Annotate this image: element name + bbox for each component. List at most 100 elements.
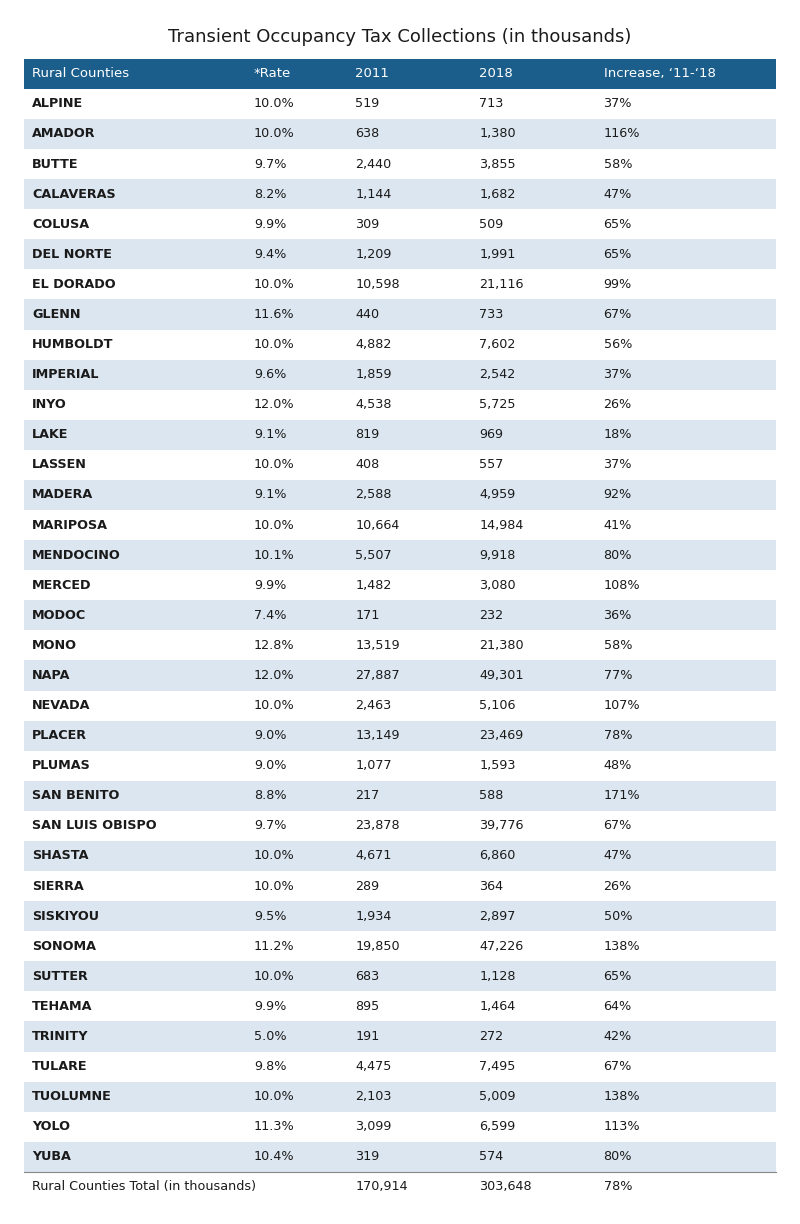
Text: 47%: 47% <box>603 187 632 201</box>
Text: MADERA: MADERA <box>32 488 94 502</box>
Text: 309: 309 <box>355 218 380 230</box>
Text: 4,959: 4,959 <box>479 488 516 502</box>
Text: 1,209: 1,209 <box>355 247 392 261</box>
Text: 11.6%: 11.6% <box>254 308 294 321</box>
Text: Transient Occupancy Tax Collections (in thousands): Transient Occupancy Tax Collections (in … <box>168 28 632 47</box>
Text: 683: 683 <box>355 969 380 983</box>
Text: IMPERIAL: IMPERIAL <box>32 368 99 381</box>
Text: Increase, ‘11-‘18: Increase, ‘11-‘18 <box>603 67 715 81</box>
Text: 588: 588 <box>479 789 504 802</box>
Text: EL DORADO: EL DORADO <box>32 278 116 291</box>
Text: 58%: 58% <box>603 158 632 170</box>
Text: 557: 557 <box>479 459 504 471</box>
Text: 10.0%: 10.0% <box>254 459 294 471</box>
Text: 10.0%: 10.0% <box>254 849 294 863</box>
Text: NAPA: NAPA <box>32 670 70 682</box>
Text: 232: 232 <box>479 608 503 622</box>
Text: 9.6%: 9.6% <box>254 368 286 381</box>
Text: 9.1%: 9.1% <box>254 488 286 502</box>
Text: 819: 819 <box>355 428 380 442</box>
Text: 108%: 108% <box>603 579 640 591</box>
Text: Rural Counties Total (in thousands): Rural Counties Total (in thousands) <box>32 1180 256 1193</box>
Text: 519: 519 <box>355 98 380 110</box>
Text: BUTTE: BUTTE <box>32 158 78 170</box>
Text: 56%: 56% <box>603 338 632 351</box>
Text: 191: 191 <box>355 1031 380 1043</box>
Text: SHASTA: SHASTA <box>32 849 89 863</box>
Text: MONO: MONO <box>32 639 77 652</box>
Text: 10,664: 10,664 <box>355 519 400 531</box>
Text: 26%: 26% <box>603 880 632 892</box>
Text: 9.9%: 9.9% <box>254 1000 286 1013</box>
Text: 509: 509 <box>479 218 504 230</box>
Text: 9.1%: 9.1% <box>254 428 286 442</box>
Text: 47%: 47% <box>603 849 632 863</box>
Text: ALPINE: ALPINE <box>32 98 83 110</box>
Text: 5,725: 5,725 <box>479 398 516 411</box>
Text: 116%: 116% <box>603 127 640 141</box>
Text: 138%: 138% <box>603 940 640 952</box>
Text: 13,149: 13,149 <box>355 730 400 742</box>
Text: 37%: 37% <box>603 368 632 381</box>
Text: 9.9%: 9.9% <box>254 579 286 591</box>
Text: 713: 713 <box>479 98 504 110</box>
Text: 9.8%: 9.8% <box>254 1060 286 1073</box>
Text: 9.7%: 9.7% <box>254 158 286 170</box>
Text: 27,887: 27,887 <box>355 670 400 682</box>
Text: MENDOCINO: MENDOCINO <box>32 548 121 562</box>
Text: 58%: 58% <box>603 639 632 652</box>
Text: 217: 217 <box>355 789 380 802</box>
Text: YOLO: YOLO <box>32 1120 70 1133</box>
Text: 2,440: 2,440 <box>355 158 392 170</box>
Text: 10.0%: 10.0% <box>254 880 294 892</box>
Text: 138%: 138% <box>603 1091 640 1103</box>
Text: TUOLUMNE: TUOLUMNE <box>32 1091 112 1103</box>
Text: 7.4%: 7.4% <box>254 608 286 622</box>
Text: 171%: 171% <box>603 789 640 802</box>
Text: 272: 272 <box>479 1031 503 1043</box>
Text: 10.0%: 10.0% <box>254 127 294 141</box>
Text: 1,682: 1,682 <box>479 187 516 201</box>
Text: 8.8%: 8.8% <box>254 789 286 802</box>
Text: 1,144: 1,144 <box>355 187 392 201</box>
Text: 65%: 65% <box>603 218 632 230</box>
Text: 1,934: 1,934 <box>355 909 392 923</box>
Text: 2011: 2011 <box>355 67 390 81</box>
Text: 2,588: 2,588 <box>355 488 392 502</box>
Text: 10.0%: 10.0% <box>254 278 294 291</box>
Text: 733: 733 <box>479 308 504 321</box>
Text: 1,593: 1,593 <box>479 759 516 772</box>
Text: YUBA: YUBA <box>32 1151 71 1163</box>
Text: 10.0%: 10.0% <box>254 338 294 351</box>
Text: 319: 319 <box>355 1151 380 1163</box>
Text: 3,099: 3,099 <box>355 1120 392 1133</box>
Text: SISKIYOU: SISKIYOU <box>32 909 99 923</box>
Text: 5.0%: 5.0% <box>254 1031 286 1043</box>
Text: 12.8%: 12.8% <box>254 639 294 652</box>
Text: 1,128: 1,128 <box>479 969 516 983</box>
Text: 2,897: 2,897 <box>479 909 516 923</box>
Text: 13,519: 13,519 <box>355 639 400 652</box>
Text: 18%: 18% <box>603 428 632 442</box>
Text: LAKE: LAKE <box>32 428 68 442</box>
Text: 37%: 37% <box>603 459 632 471</box>
Text: 8.2%: 8.2% <box>254 187 286 201</box>
Text: 171: 171 <box>355 608 380 622</box>
Text: TRINITY: TRINITY <box>32 1031 89 1043</box>
Text: 21,380: 21,380 <box>479 639 524 652</box>
Text: 19,850: 19,850 <box>355 940 400 952</box>
Text: 10.0%: 10.0% <box>254 1091 294 1103</box>
Text: LASSEN: LASSEN <box>32 459 87 471</box>
Text: 67%: 67% <box>603 1060 632 1073</box>
Text: 50%: 50% <box>603 909 632 923</box>
Text: 47,226: 47,226 <box>479 940 524 952</box>
Text: 2018: 2018 <box>479 67 513 81</box>
Text: Rural Counties: Rural Counties <box>32 67 129 81</box>
Text: 67%: 67% <box>603 819 632 832</box>
Text: 303,648: 303,648 <box>479 1180 532 1193</box>
Text: 1,859: 1,859 <box>355 368 392 381</box>
Text: 440: 440 <box>355 308 379 321</box>
Text: 10.0%: 10.0% <box>254 98 294 110</box>
Text: SAN BENITO: SAN BENITO <box>32 789 119 802</box>
Text: 638: 638 <box>355 127 380 141</box>
